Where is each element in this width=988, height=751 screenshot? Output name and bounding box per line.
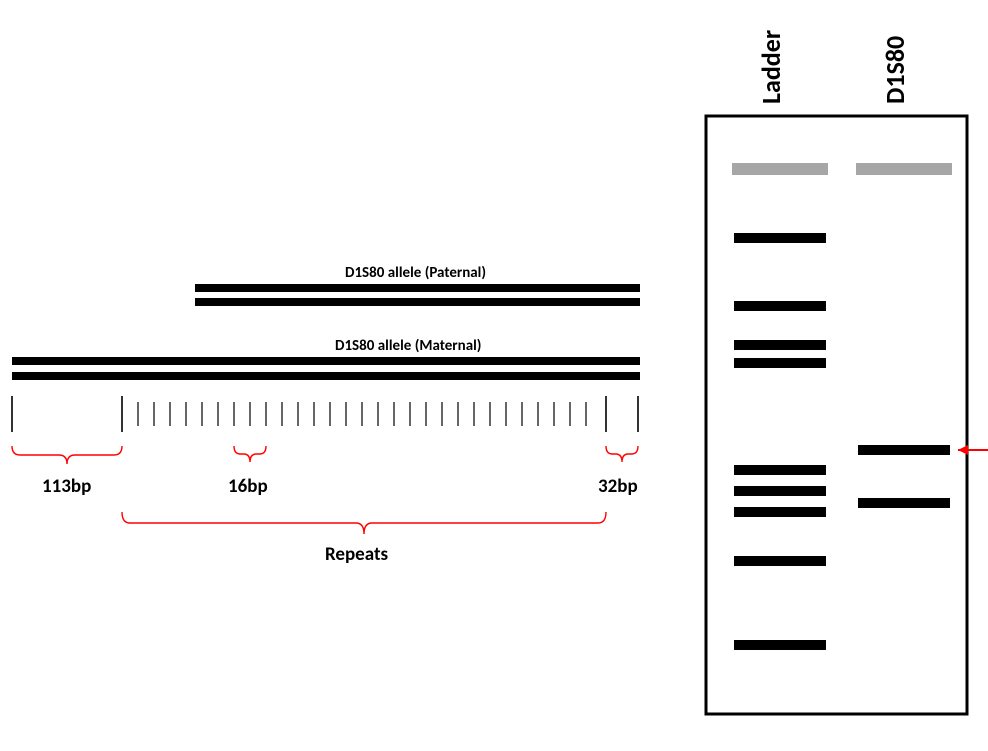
gel-band-ladder: [734, 233, 826, 243]
gel-band-ladder: [734, 486, 826, 496]
gel-well-ladder: [732, 163, 828, 175]
maternal-allele-bar-bottom: [12, 372, 640, 380]
gel-band-ladder: [734, 465, 826, 475]
paternal-allele-bar-top: [195, 284, 640, 292]
maternal-allele-label: D1S80 allele (Maternal): [335, 337, 481, 355]
gel-band-ladder: [734, 507, 826, 517]
curly-brace: [122, 512, 606, 534]
annotation-32bp: 32bp: [598, 475, 638, 498]
gel-box: [706, 116, 967, 714]
gel-band-sample: [858, 445, 950, 455]
annotation-16bp: 16bp: [228, 475, 268, 498]
annotation-repeats: Repeats: [325, 543, 389, 566]
paternal-allele-label: D1S80 allele (Paternal): [345, 264, 486, 282]
paternal-allele-bar-bottom: [195, 298, 640, 306]
curly-brace: [234, 446, 266, 462]
gel-well-sample: [856, 163, 952, 175]
gel-band-ladder: [734, 340, 826, 350]
gel-band-ladder: [734, 301, 826, 311]
gel-band-sample: [858, 498, 950, 508]
curly-brace: [12, 446, 122, 464]
curly-brace: [606, 446, 638, 462]
gel-lane-label-ladder: Ladder: [755, 30, 787, 104]
gel-lane-label-d1s80: D1S80: [879, 36, 911, 104]
gel-band-ladder: [734, 358, 826, 368]
annotation-113bp: 113bp: [42, 475, 91, 498]
gel-band-ladder: [734, 640, 826, 650]
maternal-allele-bar-top: [12, 357, 640, 365]
gel-band-ladder: [734, 556, 826, 566]
